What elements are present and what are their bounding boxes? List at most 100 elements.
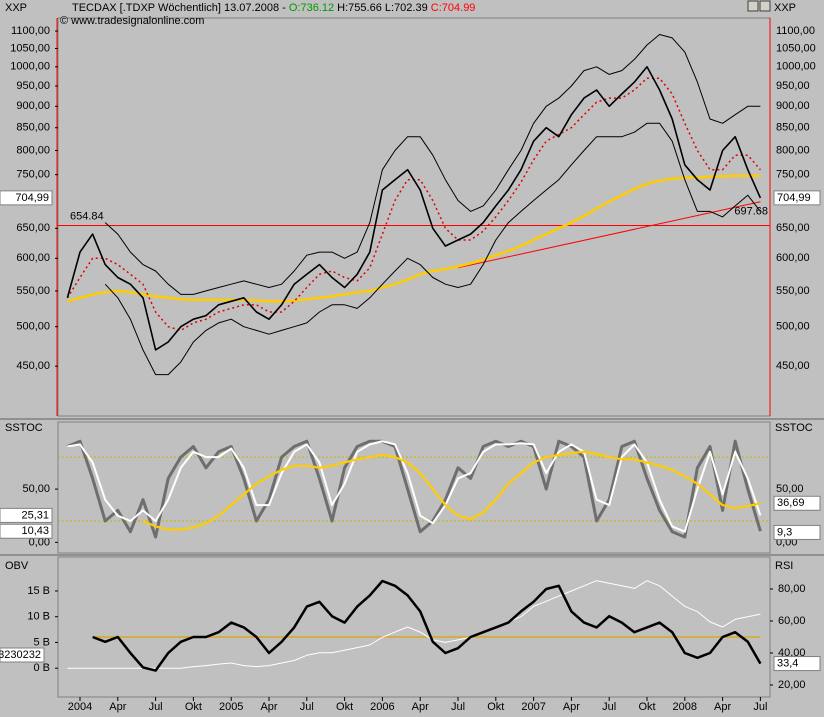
value-label: 10,43 — [21, 525, 49, 537]
y-tick-label: 10 B — [27, 611, 50, 623]
panel-title: SSTOC — [775, 422, 813, 434]
x-tick-label: Jul — [753, 701, 767, 713]
series-line — [67, 440, 762, 533]
y-tick-label: 950,00 — [776, 80, 810, 92]
y2-tick-label: 60,00 — [778, 615, 806, 627]
y-tick-label: 950,00 — [16, 80, 50, 92]
copyright: © www.tradesignalonline.com — [60, 15, 204, 27]
y-tick-label: 1100,00 — [11, 25, 50, 37]
x-tick-label: Apr — [109, 701, 126, 713]
open: O:736.12 — [289, 2, 334, 14]
x-tick-label: Jul — [149, 701, 163, 713]
trendline — [457, 201, 761, 269]
hline-label: 654.84 — [70, 210, 104, 222]
x-tick-label: 2008 — [673, 701, 697, 713]
value-label: 36,69 — [777, 497, 805, 509]
panel-title: RSI — [775, 560, 793, 572]
panel-title: SSTOC — [5, 422, 43, 434]
value-box — [0, 190, 53, 206]
series-line — [104, 34, 761, 295]
y-tick-label: 15 B — [27, 585, 50, 597]
header-title: TECDAX [.TDXP Wöchentlich] 13.07.2008 - — [72, 2, 286, 14]
header: TECDAX [.TDXP Wöchentlich] 13.07.2008 - … — [72, 2, 475, 14]
y-tick-label: 500,00 — [16, 321, 50, 333]
value-box — [773, 190, 821, 206]
series-line — [66, 439, 762, 539]
high: H:755.66 — [337, 2, 382, 14]
y-tick-label: 900,00 — [776, 100, 810, 112]
x-tick-label: 2004 — [68, 701, 92, 713]
value-label: 704,99 — [15, 192, 49, 204]
close: C:704.99 — [431, 2, 476, 14]
value-box — [773, 495, 821, 511]
y-tick-label: 650,00 — [776, 222, 810, 234]
x-tick-label: Okt — [185, 701, 202, 713]
y-tick-label: 0,00 — [29, 536, 50, 548]
value-label: 704,99 — [777, 192, 811, 204]
y-tick-label: 450,00 — [776, 360, 810, 372]
symbol: XXP — [5, 2, 27, 14]
y-tick-label: 550,00 — [776, 285, 810, 297]
window-button[interactable] — [759, 0, 771, 12]
value-box — [0, 523, 53, 539]
x-tick-label: Apr — [260, 701, 277, 713]
y-tick-label: 1050,00 — [10, 42, 50, 54]
price-panel — [57, 17, 771, 417]
series-line — [92, 579, 762, 672]
series-line — [66, 66, 762, 351]
y2-tick-label: 40,00 — [778, 647, 806, 659]
x-tick-label: Apr — [714, 701, 731, 713]
x-tick-label: Okt — [487, 701, 504, 713]
y-tick-label: 600,00 — [16, 252, 50, 264]
series-line — [67, 174, 761, 303]
y-tick-label: 650,00 — [16, 222, 50, 234]
value-label: 33,4 — [777, 657, 798, 669]
value-label: 3230232 — [0, 649, 41, 661]
y-tick-label: 850,00 — [16, 122, 50, 134]
y-tick-label: 750,00 — [776, 169, 810, 181]
y-tick-label: 850,00 — [776, 122, 810, 134]
series-line — [67, 580, 761, 669]
panel-title: OBV — [5, 560, 29, 572]
x-tick-label: Okt — [638, 701, 655, 713]
y-tick-label: 1000,00 — [10, 61, 50, 73]
low: L:702.39 — [385, 2, 428, 14]
x-tick-label: 2006 — [370, 701, 394, 713]
value-box — [0, 507, 53, 523]
y-tick-label: 750,00 — [16, 169, 50, 181]
value-box — [773, 524, 821, 540]
x-tick-label: Jul — [300, 701, 314, 713]
x-tick-label: Jul — [602, 701, 616, 713]
y-tick-label: 1050,00 — [776, 42, 816, 54]
y-tick-label: 550,00 — [16, 285, 50, 297]
y-tick-label: 1100,00 — [776, 25, 815, 37]
x-tick-label: Apr — [563, 701, 580, 713]
y-tick-label: 5 B — [33, 636, 50, 648]
value-box — [0, 647, 45, 663]
y-tick-label: 500,00 — [776, 321, 810, 333]
y-tick-label: 50,00 — [22, 483, 50, 495]
y2-tick-label: 80,00 — [778, 583, 806, 595]
series-line — [142, 450, 761, 531]
y-tick-label: 600,00 — [776, 252, 810, 264]
y-tick-label: 0 B — [33, 662, 50, 674]
symbol: XXP — [774, 2, 796, 14]
x-tick-label: Okt — [336, 701, 353, 713]
x-tick-label: 2005 — [219, 701, 243, 713]
y-tick-label: 800,00 — [16, 144, 50, 156]
obv-panel — [57, 556, 771, 698]
x-tick-label: Jul — [451, 701, 465, 713]
value-label: 25,31 — [21, 509, 49, 521]
x-tick-label: Apr — [412, 701, 429, 713]
window-button[interactable] — [747, 0, 759, 12]
y-tick-label: 900,00 — [16, 100, 50, 112]
trendline-label: 697.68 — [734, 206, 768, 218]
value-label: 9,3 — [777, 526, 792, 538]
x-tick-label: 2007 — [521, 701, 545, 713]
y-tick-label: 450,00 — [16, 360, 50, 372]
y-tick-label: 800,00 — [776, 144, 810, 156]
series-line — [104, 122, 761, 376]
y-tick-label: 50,00 — [776, 483, 804, 495]
